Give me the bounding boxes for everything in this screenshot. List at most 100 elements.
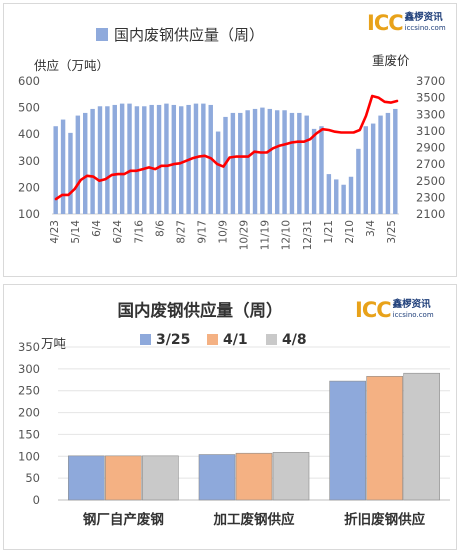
x-tick-label: 11/19	[260, 220, 272, 250]
y-tick-label: 200	[18, 180, 40, 194]
supply-bar	[127, 103, 132, 214]
chart-2-svg: 国内废钢供应量（周） 万吨 3/25 4/1 4/8 0 50 100 150 200 250 300…	[18, 300, 450, 528]
supply-bar	[370, 123, 376, 214]
category-label: 加工废钢供应	[213, 511, 295, 528]
supply-bar	[252, 108, 258, 214]
supply-bar	[201, 103, 206, 214]
y2-tick-label: 3300	[416, 107, 445, 121]
x-tick-label: 12/10	[281, 220, 293, 250]
supply-bar	[83, 112, 88, 214]
supply-bar	[68, 132, 73, 214]
y-tick-label: 300	[18, 154, 40, 168]
x-tick-label: 2/10	[344, 220, 356, 244]
supply-bar	[149, 104, 154, 214]
category-bar	[198, 454, 236, 501]
supply-bar	[356, 148, 361, 214]
icc-logo: ICC 鑫椤资讯 iccsino.com	[367, 12, 446, 34]
x-tick-label: 4/23	[49, 220, 61, 244]
y2-tick-label: 2100	[416, 207, 445, 221]
category-bar	[403, 372, 440, 501]
supply-bar	[334, 179, 339, 214]
icc-logo-url: iccsino.com	[392, 311, 434, 319]
supply-bar	[75, 115, 81, 214]
supply-bar	[97, 106, 103, 214]
x-tick-label: 6/4	[91, 220, 103, 237]
supply-bar	[385, 112, 391, 214]
category-bar	[235, 452, 273, 501]
supply-breakdown-chart: 国内废钢供应量（周） 万吨 3/25 4/1 4/8 0 50 100 150 200 250 300…	[3, 284, 457, 550]
category-bar	[105, 455, 142, 501]
supply-bar	[341, 184, 346, 214]
supply-bar	[60, 119, 66, 214]
y-tick-label: 100	[18, 207, 40, 221]
y2-tick-label: 3700	[416, 74, 445, 88]
legend-label: 国内废钢供应量（周）	[114, 26, 264, 44]
supply-bar	[119, 103, 125, 214]
category-label: 折旧废钢供应	[344, 511, 425, 528]
icc-logo-name: 鑫椤资讯	[392, 299, 431, 310]
supply-bar	[105, 106, 110, 214]
y-tick-label: 400	[18, 127, 40, 141]
supply-bar	[326, 174, 332, 214]
supply-bar	[112, 104, 117, 214]
supply-bar	[282, 110, 287, 214]
y2-tick-label: 2300	[416, 190, 445, 204]
icc-logo-mark: ICC	[355, 298, 392, 322]
y-tick-label: 0	[33, 493, 40, 507]
supply-bar	[289, 112, 295, 214]
y2-axis-title: 重废价	[372, 53, 410, 68]
y-tick-label: 350	[18, 340, 40, 354]
supply-bar	[171, 104, 177, 214]
legend-swatch	[207, 334, 218, 345]
supply-bar	[348, 176, 354, 214]
supply-bar	[297, 112, 302, 214]
category-bar	[68, 455, 105, 501]
x-tick-label: 10/29	[239, 220, 251, 250]
icc-logo-2: ICC 鑫椤资讯 iccsino.com	[355, 299, 434, 321]
y-tick-label: 200	[18, 406, 40, 420]
supply-bar	[304, 115, 309, 214]
supply-bar	[134, 106, 140, 214]
category-bar	[366, 375, 403, 501]
x-tick-label: 5/14	[70, 220, 82, 244]
y2-tick-label: 3500	[416, 91, 445, 105]
y-axis-title: 供应（万吨）	[34, 58, 109, 73]
x-tick-label: 12/31	[302, 220, 314, 250]
y-tick-label: 500	[18, 101, 40, 115]
y2-tick-label: 2900	[416, 141, 445, 155]
x-tick-label: 3/4	[365, 220, 377, 237]
x-tick-label: 9/17	[196, 220, 208, 244]
supply-bar	[393, 108, 398, 214]
legend-swatch	[266, 334, 277, 345]
y-tick-label: 100	[18, 449, 40, 463]
x-tick-label: 8/27	[175, 220, 187, 244]
x-tick-label: 3/25	[386, 220, 398, 244]
supply-bar	[245, 110, 250, 214]
icc-logo-mark: ICC	[367, 11, 404, 35]
supply-bar	[164, 103, 169, 214]
supply-bar	[363, 126, 368, 214]
y2-tick-label: 2700	[416, 157, 445, 171]
y2-tick-label: 3100	[416, 124, 445, 138]
x-tick-label: 1/21	[323, 220, 335, 244]
supply-bar	[193, 103, 199, 214]
supply-bar	[319, 126, 324, 214]
supply-bar	[267, 108, 273, 214]
supply-bar	[378, 115, 383, 214]
y-axis-title: 万吨	[41, 336, 67, 351]
category-label: 钢厂自产废钢	[83, 511, 164, 528]
legend-label: 4/8	[282, 332, 307, 348]
legend-swatch	[140, 334, 151, 345]
x-tick-label: 10/9	[218, 220, 230, 244]
supply-bar	[215, 131, 221, 214]
y-tick-label: 600	[18, 74, 40, 88]
supply-bar	[274, 110, 280, 214]
y-tick-label: 300	[18, 362, 40, 376]
y-tick-label: 250	[18, 384, 40, 398]
supply-bar	[53, 126, 58, 214]
y-tick-label: 50	[25, 471, 40, 485]
supply-bar	[156, 104, 162, 214]
legend-swatch	[96, 28, 108, 41]
legend-label: 4/1	[223, 332, 248, 348]
category-bar	[142, 455, 179, 501]
